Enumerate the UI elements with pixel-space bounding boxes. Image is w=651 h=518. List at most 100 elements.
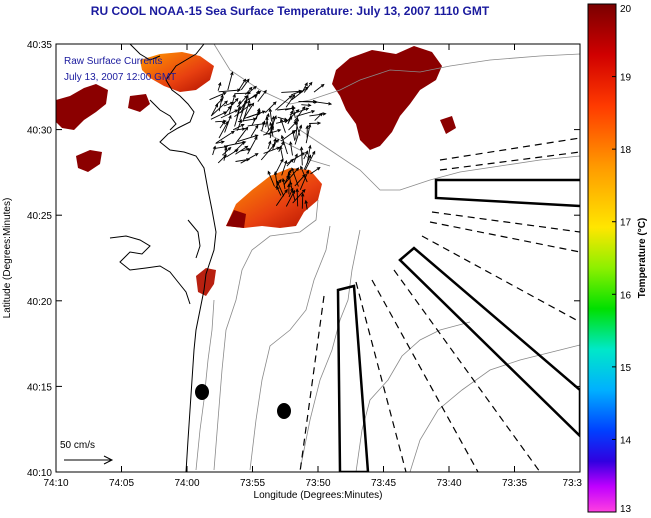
- current-vector-head: [253, 94, 258, 98]
- colorbar-tick-label: 19: [620, 73, 632, 84]
- colorbar-tick-label: 16: [620, 290, 632, 301]
- current-vector: [268, 126, 274, 136]
- temperature-colorbar: 20 19 18 17 16 15 14 13 Temperature (°C): [587, 3, 648, 515]
- current-vector: [250, 125, 259, 137]
- current-vector-head: [295, 117, 300, 122]
- current-vector-head: [234, 109, 239, 113]
- current-vector: [301, 104, 311, 106]
- x-axis-label: Longitude (Degrees:Minutes): [254, 490, 383, 501]
- current-vector-head: [244, 145, 249, 150]
- current-vector-head: [227, 105, 232, 110]
- current-vector: [275, 179, 282, 189]
- current-vector: [264, 101, 277, 114]
- sst-patch-north-small: [128, 94, 150, 112]
- current-vector-head: [269, 121, 273, 126]
- current-vector-head: [286, 174, 290, 179]
- y-tick-label: 40:30: [27, 126, 52, 137]
- current-vector-head: [307, 103, 312, 107]
- current-vector: [287, 110, 293, 123]
- current-vector: [310, 167, 321, 175]
- current-vector-head: [275, 138, 280, 143]
- x-tick-label: 74:10: [43, 478, 68, 489]
- current-vector: [261, 121, 266, 132]
- x-tick-label: 73:40: [436, 478, 461, 489]
- current-vector-head: [234, 149, 239, 153]
- current-vector-head: [290, 158, 294, 163]
- current-vector-head: [224, 145, 229, 149]
- current-vector-head: [250, 102, 255, 107]
- current-vector-head: [267, 170, 271, 175]
- current-vector: [267, 171, 275, 187]
- current-vector: [239, 100, 247, 121]
- current-vector-head: [262, 120, 266, 125]
- current-vector: [212, 146, 216, 156]
- sst-patch-northwest: [140, 52, 214, 92]
- current-vector-head: [290, 109, 294, 114]
- current-vector-head: [280, 118, 284, 123]
- current-vector-head: [295, 188, 299, 193]
- current-vector: [276, 186, 282, 196]
- current-vector-head: [224, 100, 228, 105]
- current-vector: [218, 89, 241, 93]
- current-vector: [238, 118, 257, 123]
- current-vector-head: [234, 97, 239, 102]
- y-tick-label: 40:35: [27, 40, 52, 51]
- current-vector: [294, 174, 306, 187]
- current-vector: [218, 121, 229, 139]
- current-vector: [221, 147, 232, 156]
- current-vector: [246, 110, 266, 119]
- current-vector-head: [230, 71, 234, 76]
- current-vector-head: [254, 153, 259, 157]
- current-vector: [291, 86, 309, 101]
- current-vector: [280, 119, 286, 133]
- current-vector-head: [244, 95, 248, 99]
- colorbar-tick-label: 17: [620, 218, 632, 229]
- legend-currents-label: Raw Surface Currents: [64, 56, 162, 67]
- current-vector-head: [245, 78, 250, 83]
- current-vector: [224, 141, 246, 147]
- current-vector-head: [247, 103, 252, 108]
- current-vector: [282, 178, 286, 190]
- current-vector-head: [256, 107, 261, 112]
- current-vector: [286, 158, 294, 167]
- x-tick-label: 73:3: [563, 478, 583, 489]
- current-vector-head: [254, 135, 258, 140]
- lane-southeast: [398, 246, 580, 438]
- sst-patch-small-west: [76, 150, 102, 172]
- current-vector-head: [228, 114, 232, 119]
- current-vector: [209, 92, 226, 101]
- current-vector-head: [284, 188, 288, 193]
- current-vector: [305, 124, 311, 144]
- current-vector: [272, 139, 279, 147]
- current-vector-head: [314, 100, 319, 104]
- current-vector-head: [308, 81, 313, 86]
- current-vector: [301, 147, 303, 166]
- x-tick-label: 74:05: [109, 478, 134, 489]
- current-vector-head: [305, 169, 310, 174]
- map-title: RU COOL NOAA-15 Sea Surface Temperature:…: [90, 4, 490, 18]
- current-vector-head: [268, 107, 273, 112]
- current-vector-head: [292, 129, 297, 134]
- current-vector-head: [246, 157, 251, 162]
- current-vector: [247, 94, 257, 101]
- current-vector: [267, 141, 271, 150]
- current-vector: [294, 125, 302, 145]
- current-vector: [275, 158, 284, 174]
- current-vector: [219, 121, 226, 129]
- current-vector-head: [289, 180, 293, 185]
- current-vector-head: [240, 124, 245, 128]
- current-vector: [224, 106, 231, 116]
- current-vector-head: [304, 199, 308, 204]
- current-vector: [277, 116, 288, 121]
- current-vector-head: [308, 144, 312, 149]
- current-vector: [215, 141, 224, 144]
- current-vector-head: [276, 146, 281, 151]
- y-tick-label: 40:10: [27, 468, 52, 479]
- current-vector-head: [295, 167, 300, 172]
- current-vector: [242, 100, 250, 122]
- current-vector-head: [248, 86, 253, 91]
- current-vector: [285, 94, 295, 108]
- current-vector: [275, 120, 288, 124]
- current-vector: [217, 82, 221, 91]
- colorbar-tick-label: 15: [620, 363, 632, 374]
